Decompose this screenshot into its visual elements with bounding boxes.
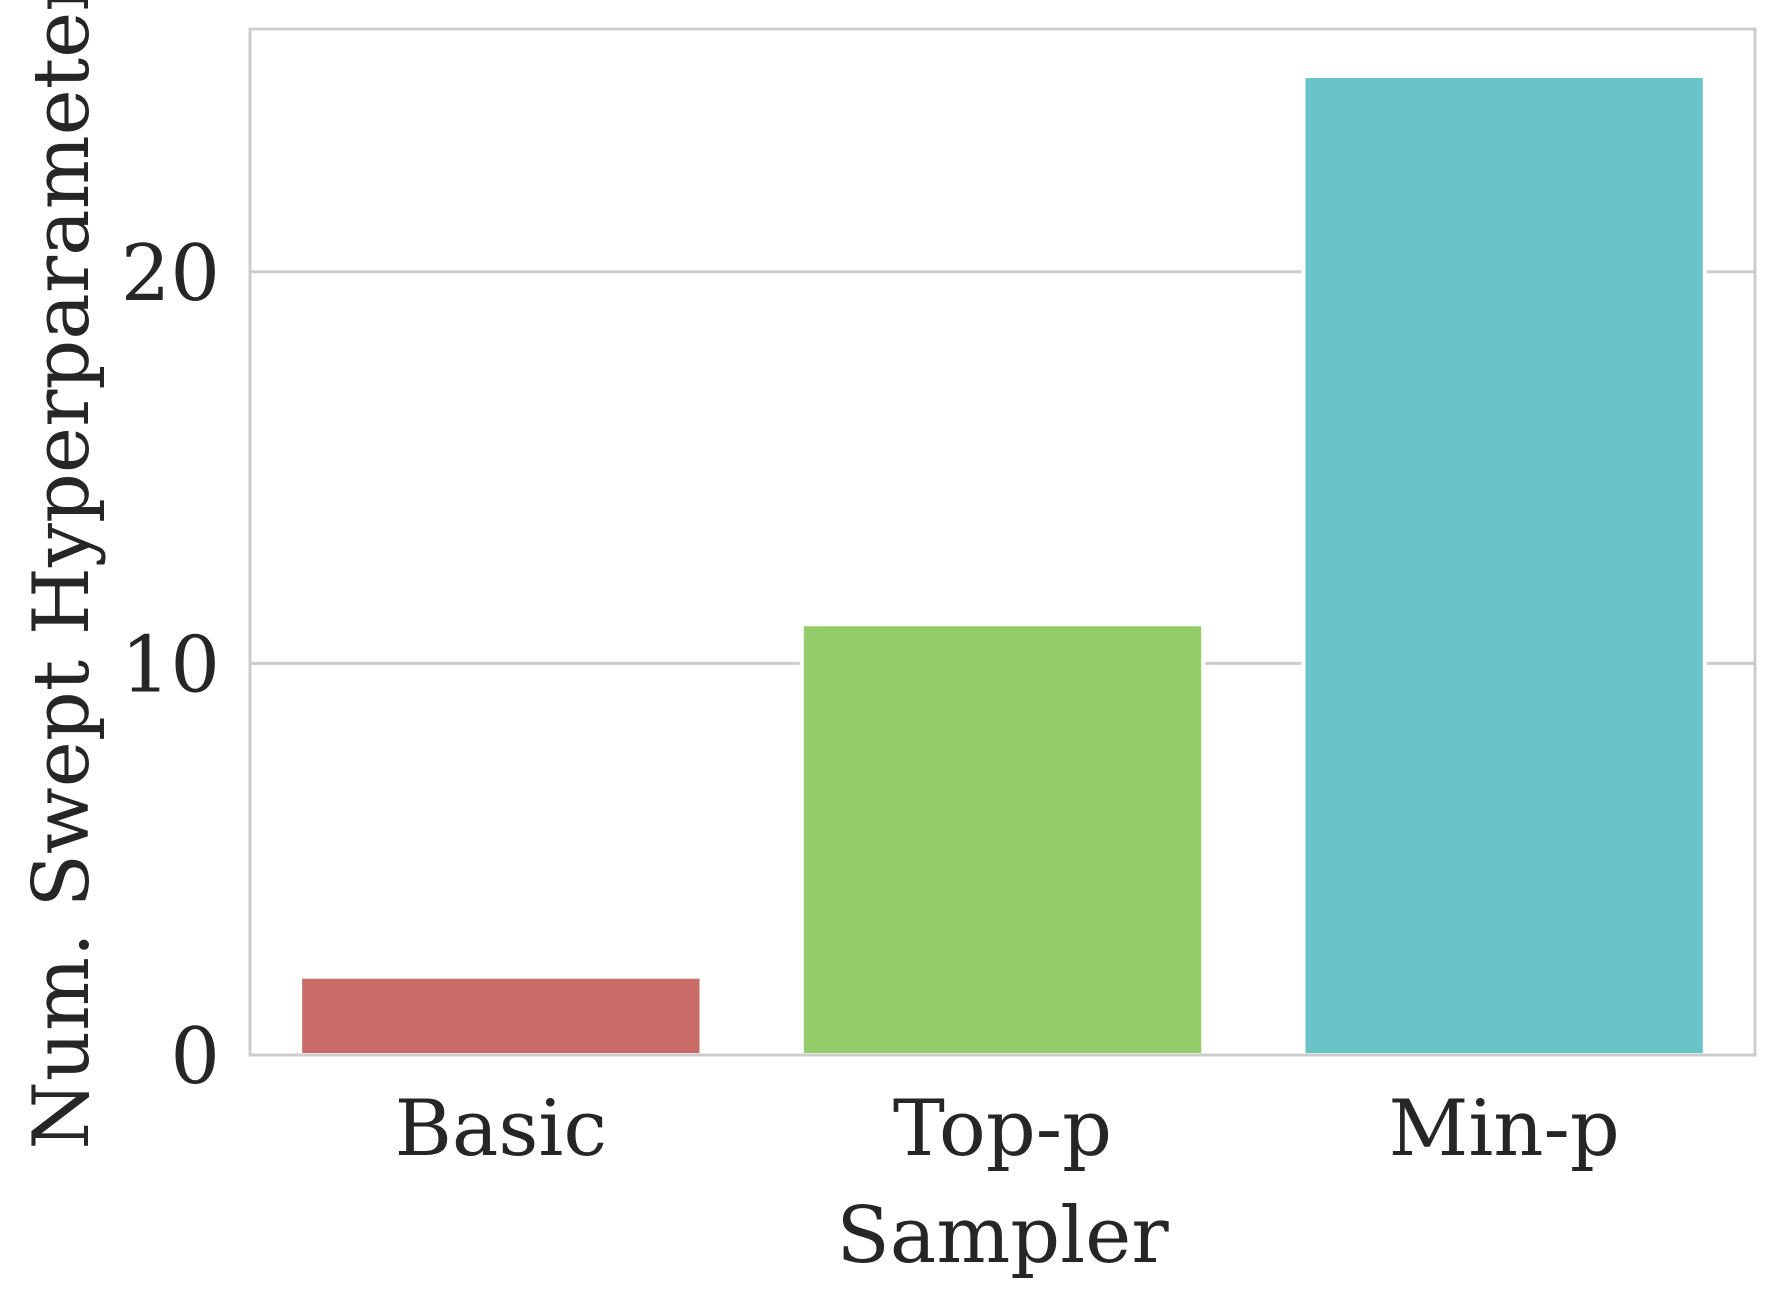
- x-tick-labels: Basic Top-p Min-p: [395, 1084, 1620, 1174]
- bar-min-p: [1301, 73, 1707, 1057]
- x-tick-label-basic: Basic: [395, 1084, 607, 1174]
- plot-frame: [248, 27, 1757, 1057]
- x-tick-label-top-p: Top-p: [893, 1084, 1112, 1174]
- bar-basic: [298, 974, 704, 1057]
- y-tick-labels: 0 10 20: [121, 229, 220, 1102]
- x-axis-label: Sampler: [836, 1191, 1169, 1281]
- bars: [298, 73, 1707, 1057]
- y-tick-label-20: 20: [121, 229, 220, 319]
- bar-top-p: [799, 622, 1206, 1057]
- x-tick-label-min-p: Min-p: [1388, 1084, 1619, 1174]
- y-axis-label: Num. Swept Hyperparameters: [17, 0, 107, 1150]
- y-tick-label-10: 10: [121, 620, 220, 710]
- y-tick-label-0: 0: [170, 1012, 220, 1102]
